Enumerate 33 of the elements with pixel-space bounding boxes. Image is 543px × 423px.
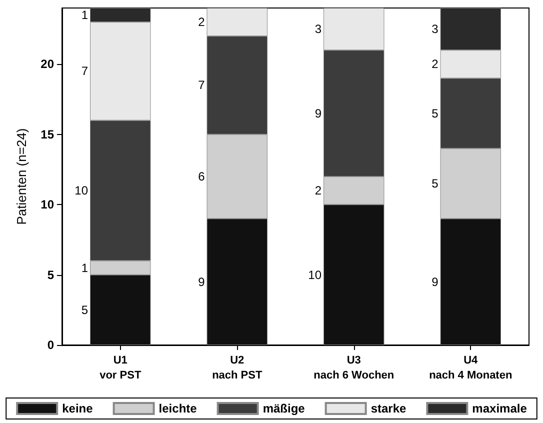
legend-label: keine xyxy=(62,402,94,416)
data-label: 3 xyxy=(314,22,322,36)
data-label: 2 xyxy=(314,184,322,198)
y-axis-title: Patienten (n=24) xyxy=(14,128,29,225)
y-tick-label: 0 xyxy=(47,338,54,352)
data-label: 7 xyxy=(198,78,206,92)
x-tick-label: U1 vor PST xyxy=(100,354,142,382)
data-label: 9 xyxy=(432,274,439,289)
data-label: 9 xyxy=(198,274,206,289)
data-label: 7 xyxy=(81,64,88,78)
data-label: 9 xyxy=(314,106,322,120)
data-label: 1 xyxy=(81,260,88,275)
legend-label: starke xyxy=(370,402,407,416)
x-tick-label: U3 nach 6 Wochen xyxy=(314,354,394,382)
y-tick-label: 5 xyxy=(47,268,54,282)
data-label: 5 xyxy=(432,176,439,191)
y-tick-label: 10 xyxy=(40,198,54,212)
x-tick-label: U2 nach PST xyxy=(212,354,262,382)
y-tick-label: 20 xyxy=(40,57,54,72)
legend-label: leichte xyxy=(158,402,198,416)
data-label: 2 xyxy=(198,15,206,30)
legend-label: mäßige xyxy=(262,402,306,416)
legend-label: maximale xyxy=(472,402,528,416)
data-label: 2 xyxy=(432,57,439,72)
y-tick-label: 15 xyxy=(40,127,54,142)
data-label: 5 xyxy=(81,302,88,317)
data-label: 1 xyxy=(81,8,88,22)
x-tick-label: U4 nach 4 Monaten xyxy=(429,354,512,382)
data-label: 10 xyxy=(74,184,88,198)
data-label: 3 xyxy=(432,22,439,36)
data-label: 6 xyxy=(198,170,206,184)
data-label: 5 xyxy=(432,106,439,120)
data-label: 10 xyxy=(308,268,322,282)
